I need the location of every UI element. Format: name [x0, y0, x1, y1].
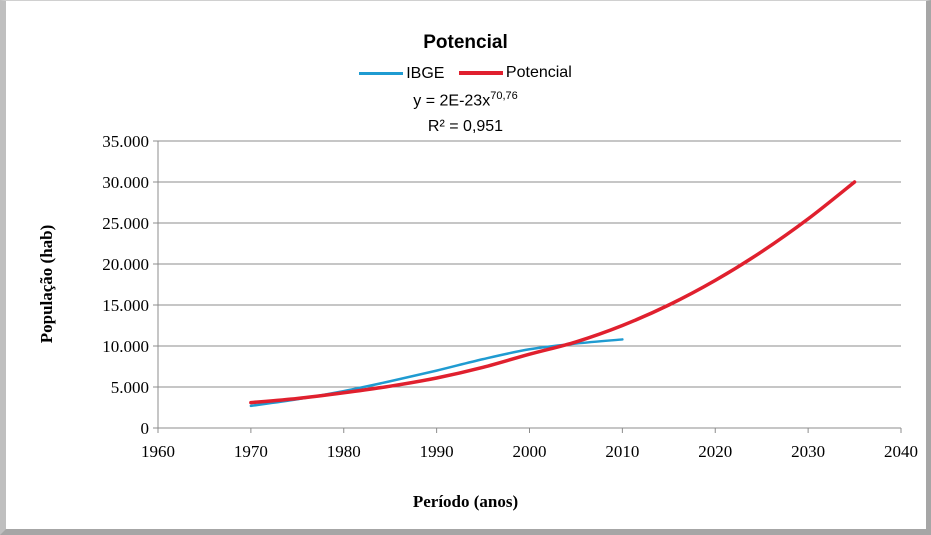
r-squared: R² = 0,951 [427, 118, 504, 135]
y-tick-label: 10.000 [102, 337, 149, 356]
y-tick-label: 5.000 [111, 378, 149, 397]
equation-prefix: y = 2E-23x [413, 92, 491, 110]
x-tick-label: 1970 [234, 442, 268, 461]
y-tick-label: 35.000 [102, 132, 149, 151]
y-tick-label: 25.000 [102, 214, 149, 233]
y-tick-label: 0 [141, 419, 150, 438]
x-axis-title: Período (anos) [412, 492, 519, 511]
trendline-equation: y = 2E-23x70,76 [0, 90, 931, 110]
equation-exponent: 70,76 [490, 90, 518, 102]
legend: IBGE Potencial [0, 62, 931, 83]
y-tick-label: 15.000 [102, 296, 149, 315]
series-line-potencial [249, 180, 857, 405]
legend-label-potencial: Potencial [505, 64, 572, 81]
y-tick-label: 20.000 [102, 255, 149, 274]
legend-swatch-potencial [458, 71, 503, 75]
legend-item-ibge: IBGE [359, 65, 444, 83]
x-tick-label: 2000 [513, 442, 547, 461]
legend-swatch-ibge [359, 72, 404, 75]
x-tick-label: 1990 [420, 442, 454, 461]
x-tick-label: 2020 [698, 442, 732, 461]
y-tick-label: 30.000 [102, 173, 149, 192]
x-tick-label: 2010 [605, 442, 639, 461]
x-tick-label: 2040 [884, 442, 918, 461]
chart-title: Potencial [423, 32, 508, 53]
legend-label-ibge: IBGE [406, 64, 445, 82]
x-tick-label: 1960 [141, 442, 175, 461]
legend-item-potencial: Potencial [458, 64, 572, 82]
x-tick-label: 2030 [791, 442, 825, 461]
x-tick-label: 1980 [327, 442, 361, 461]
